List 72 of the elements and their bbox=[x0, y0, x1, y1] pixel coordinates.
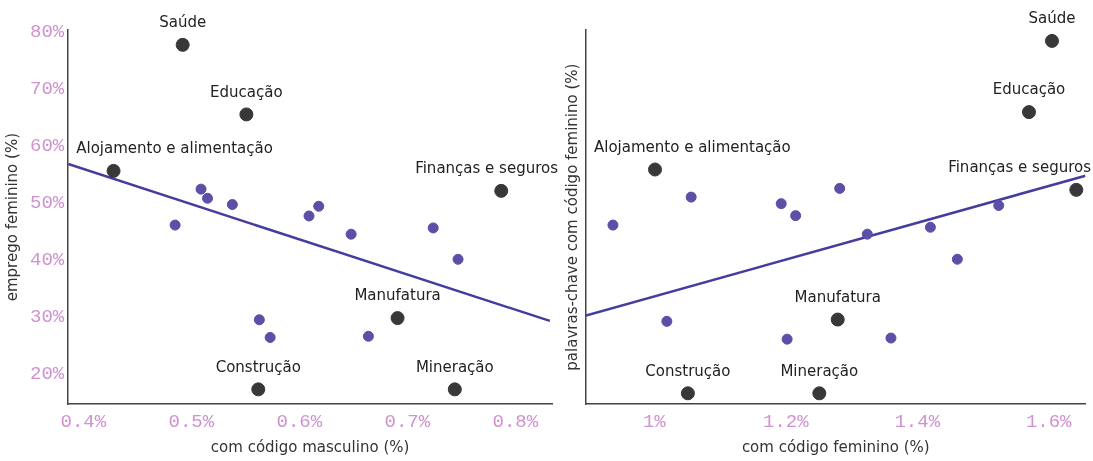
x-tick-label: 1.6% bbox=[1025, 410, 1073, 433]
point bbox=[993, 199, 1005, 211]
annotation: Saúde bbox=[159, 13, 207, 32]
x-tick-label: 0.5% bbox=[168, 410, 215, 433]
point bbox=[661, 315, 673, 327]
annotation: Manufatura bbox=[794, 287, 881, 306]
point bbox=[195, 183, 207, 195]
point bbox=[427, 222, 439, 234]
annotation: Alojamento e alimentação bbox=[76, 139, 273, 158]
x-tick-label: 0.8% bbox=[492, 410, 539, 433]
annotation: Finanças e seguros bbox=[415, 159, 559, 178]
point bbox=[175, 37, 190, 52]
annotation: Alojamento e alimentação bbox=[594, 137, 791, 156]
point bbox=[830, 312, 845, 327]
annotation: Construção bbox=[215, 357, 301, 376]
annotation: Educação bbox=[210, 82, 283, 101]
y-tick-label: 30% bbox=[29, 305, 65, 328]
point bbox=[1021, 105, 1036, 120]
y-axis-title: emprego feminino (%) bbox=[2, 132, 21, 302]
y-axis-title: palavras-chave com código feminino (%) bbox=[562, 63, 581, 371]
point bbox=[106, 163, 121, 178]
point bbox=[885, 332, 897, 344]
point bbox=[362, 330, 374, 342]
point bbox=[226, 199, 238, 211]
y-tick-label: 50% bbox=[29, 191, 65, 214]
y-tick-label: 60% bbox=[29, 134, 65, 157]
annotation: Finanças e seguros bbox=[948, 158, 1092, 177]
annotation: Educação bbox=[992, 80, 1066, 99]
point bbox=[251, 382, 266, 397]
x-tick-label: 0.6% bbox=[276, 410, 323, 433]
point bbox=[685, 191, 697, 203]
point bbox=[775, 198, 787, 210]
y-tick-label: 80% bbox=[29, 20, 65, 43]
point bbox=[313, 200, 325, 212]
point bbox=[648, 162, 663, 177]
point bbox=[1069, 182, 1084, 197]
point bbox=[169, 219, 181, 231]
annotation: Manufatura bbox=[354, 286, 441, 305]
point bbox=[264, 331, 276, 343]
point bbox=[607, 219, 619, 231]
annotation: Saúde bbox=[1028, 9, 1076, 28]
y-tick-label: 40% bbox=[29, 248, 65, 271]
point bbox=[447, 382, 462, 397]
x-tick-label: 1.2% bbox=[763, 410, 810, 433]
point bbox=[781, 333, 793, 345]
x-axis-title: com código masculino (%) bbox=[210, 437, 410, 456]
point bbox=[680, 386, 695, 401]
point bbox=[390, 311, 405, 326]
annotation: Mineração bbox=[780, 361, 859, 380]
x-tick-label: 1% bbox=[642, 410, 667, 433]
point bbox=[303, 210, 315, 222]
x-tick-label: 0.4% bbox=[60, 410, 107, 433]
point bbox=[452, 253, 464, 265]
x-axis-title: com código feminino (%) bbox=[741, 437, 930, 456]
point bbox=[790, 210, 802, 222]
point bbox=[812, 386, 827, 401]
point bbox=[1044, 33, 1059, 48]
point bbox=[834, 182, 846, 194]
annotation: Mineração bbox=[415, 357, 494, 376]
x-tick-label: 1.4% bbox=[894, 410, 941, 433]
point bbox=[861, 228, 873, 240]
point bbox=[253, 314, 265, 326]
x-tick-label: 0.7% bbox=[384, 410, 431, 433]
point bbox=[494, 183, 509, 198]
y-tick-label: 70% bbox=[29, 77, 65, 100]
point bbox=[951, 253, 963, 265]
y-tick-label: 20% bbox=[29, 363, 65, 385]
point bbox=[924, 221, 936, 233]
annotation: Construção bbox=[645, 361, 731, 380]
point bbox=[202, 192, 214, 204]
point bbox=[345, 228, 357, 240]
point bbox=[239, 107, 254, 122]
